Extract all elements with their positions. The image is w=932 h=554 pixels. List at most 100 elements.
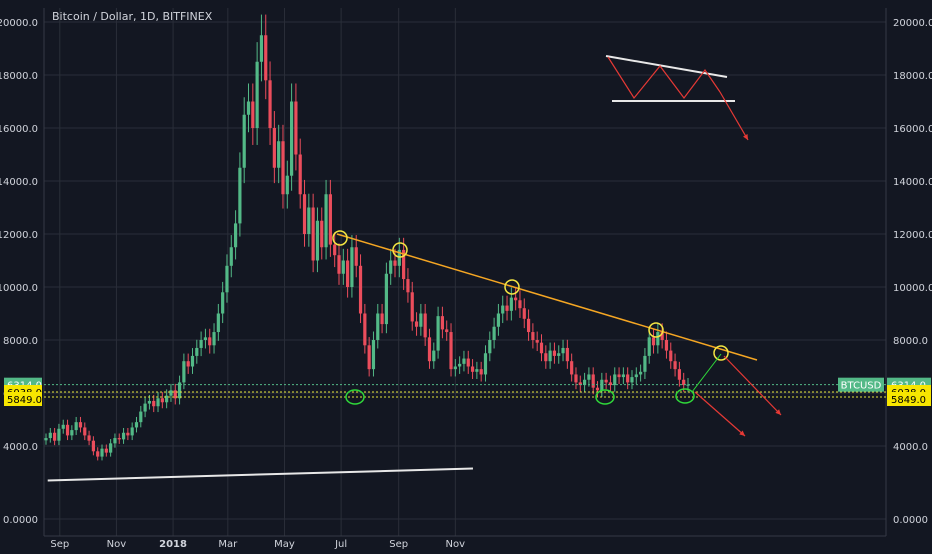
candle-body (337, 255, 341, 274)
candle-body (307, 207, 311, 234)
y-tick-label-left: 16000.0 (0, 124, 38, 135)
x-tick-label: Mar (218, 539, 238, 550)
y-tick-label-right: 0.0000 (893, 515, 928, 526)
candle-body (363, 313, 367, 346)
candle-body (643, 355, 647, 372)
candle-body (376, 313, 380, 340)
x-tick-label: Sep (50, 539, 69, 550)
candle-body (341, 260, 345, 274)
candle-body (432, 350, 436, 362)
candle-body (328, 194, 332, 245)
candle-body (268, 80, 272, 128)
candle-body (190, 355, 195, 367)
candle-body (160, 398, 164, 403)
candle-body (505, 305, 509, 311)
candle-body (333, 244, 337, 256)
candle-body (242, 114, 246, 168)
inset-breakdown-arrow-head (743, 134, 748, 140)
candle-body (423, 313, 427, 338)
x-tick-label: Nov (107, 539, 127, 550)
candle-body (458, 363, 462, 367)
y-tick-label-left: 8000.0 (3, 336, 38, 347)
candle-body (514, 297, 518, 301)
y-tick-label-right: 16000.0 (893, 124, 932, 135)
x-tick-label: 2018 (159, 539, 187, 550)
candle-body (414, 321, 419, 327)
y-tick-label-right: 12000.0 (893, 230, 932, 241)
candle-body (626, 374, 630, 383)
breakdown-arrow-lower (694, 391, 746, 437)
candle-body (397, 249, 401, 266)
candle-body (126, 432, 130, 436)
candle-body (406, 279, 410, 293)
candle-body (483, 353, 488, 375)
candle-body (552, 350, 557, 356)
candle-body (96, 451, 100, 457)
candle-body (78, 422, 83, 428)
candle-body (212, 332, 216, 346)
candle-body (156, 398, 160, 407)
y-tick-label-left: 14000.0 (0, 177, 38, 188)
candle-body (195, 347, 199, 356)
candle-body (402, 249, 406, 280)
support-touch-marker (345, 389, 365, 405)
candle-body (251, 101, 255, 128)
candle-body (535, 340, 539, 343)
candle-body (509, 297, 513, 311)
candle-body (630, 377, 634, 383)
candle-body (453, 366, 457, 370)
lower-level-tag (887, 392, 931, 407)
candle-body (134, 422, 139, 428)
candle-body (595, 387, 600, 391)
candle-body (238, 167, 242, 224)
candle-body (324, 194, 328, 248)
y-tick-label-left: 20000.0 (0, 18, 38, 29)
candle-body (358, 265, 363, 314)
candle-body (350, 247, 354, 287)
candle-body (591, 374, 595, 388)
candle-body (445, 329, 449, 333)
candle-body (315, 220, 320, 261)
candle-body (302, 194, 307, 234)
candle-body (53, 432, 57, 441)
candle-body (186, 361, 190, 367)
candle-body (298, 154, 302, 195)
candle-body (87, 435, 91, 441)
candle-body (496, 313, 501, 327)
candle-body (531, 332, 535, 340)
y-tick-label-right: 8000.0 (893, 336, 928, 347)
candle-body (470, 366, 475, 372)
candle-body (83, 427, 87, 436)
candle-body (604, 379, 608, 383)
candle-body (410, 292, 414, 322)
candle-body (561, 347, 565, 354)
candle-body (436, 316, 440, 351)
candle-body (272, 128, 276, 168)
candle-body (221, 292, 225, 314)
candle-body (669, 350, 673, 362)
candle-body (264, 35, 268, 81)
candle-body (682, 379, 686, 386)
candle-body (367, 345, 371, 370)
candle-body (139, 411, 143, 423)
descending-resistance-line[interactable] (336, 233, 758, 361)
candle-body (61, 424, 65, 429)
candle-body (570, 361, 574, 375)
candle-body (427, 337, 432, 362)
candle-body (311, 207, 315, 261)
candle-body (380, 313, 384, 325)
candle-body (246, 101, 251, 115)
left-lower-level-tag-label: 5849.0 (7, 395, 42, 406)
candle-body (169, 390, 173, 396)
candle-body (199, 340, 203, 348)
long-term-trendline[interactable] (47, 467, 473, 482)
candle-body (100, 448, 104, 457)
candle-body (117, 438, 121, 440)
candle-body (91, 440, 95, 452)
candle-body (479, 369, 483, 375)
candle-body (462, 358, 466, 364)
breakdown-arrow-upper (723, 355, 782, 416)
candle-body (346, 260, 350, 287)
